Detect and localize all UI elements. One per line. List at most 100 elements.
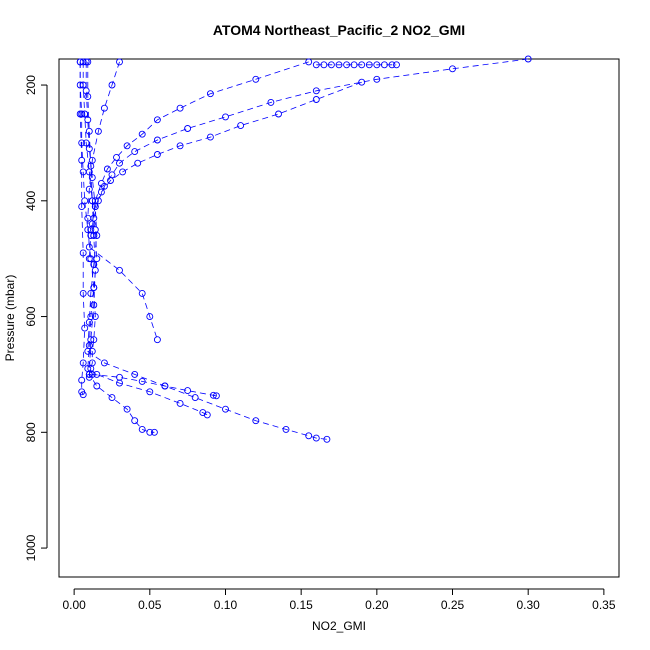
data-point <box>87 289 95 297</box>
data-point <box>176 399 184 407</box>
data-point <box>84 116 92 124</box>
data-point <box>176 104 184 112</box>
data-point <box>131 417 139 425</box>
data-point <box>388 61 396 69</box>
x-tick-label: 0.25 <box>441 598 465 612</box>
data-point <box>312 434 320 442</box>
data-point <box>103 165 111 173</box>
data-point <box>131 148 139 156</box>
data-point <box>79 289 87 297</box>
data-point <box>94 197 102 205</box>
y-axis-label: Pressure (mbar) <box>3 275 17 362</box>
data-point <box>146 313 154 321</box>
data-point <box>94 127 102 135</box>
series-line <box>90 81 362 230</box>
data-point <box>138 425 146 433</box>
y-tick-label: 200 <box>24 75 38 95</box>
data-point <box>191 394 199 402</box>
data-point <box>81 324 89 332</box>
data-point <box>222 113 229 121</box>
data-point <box>350 61 358 69</box>
data-point <box>97 179 105 187</box>
data-series <box>88 58 313 228</box>
data-point <box>134 159 142 167</box>
data-point <box>282 425 290 433</box>
data-series <box>84 58 158 436</box>
data-point <box>85 185 93 193</box>
data-point <box>365 61 373 69</box>
data-point <box>524 55 532 63</box>
data-point <box>146 388 154 396</box>
data-point <box>85 243 93 251</box>
series-line <box>87 61 158 340</box>
data-point <box>100 359 108 367</box>
data-point <box>380 61 388 69</box>
data-series <box>87 78 366 234</box>
data-point <box>90 284 98 292</box>
data-point <box>305 58 313 66</box>
data-point <box>78 376 86 384</box>
x-tick-label: 0.15 <box>289 598 313 612</box>
y-tick-label: 800 <box>24 422 38 442</box>
data-point <box>358 61 366 69</box>
x-tick-label: 0.05 <box>138 598 162 612</box>
data-point <box>78 203 86 211</box>
data-point <box>267 98 275 106</box>
data-point <box>87 336 95 344</box>
data-series-layer <box>76 55 532 443</box>
data-series <box>84 58 161 344</box>
data-point <box>153 151 161 158</box>
series-line <box>85 61 327 440</box>
data-point <box>93 255 101 263</box>
chart-title: ATOM4 Northeast_Pacific_2 NO2_GMI <box>213 22 465 38</box>
data-point <box>327 61 335 69</box>
data-point <box>138 130 146 138</box>
data-point <box>312 96 320 103</box>
data-point <box>184 387 192 395</box>
data-point <box>212 392 220 400</box>
data-point <box>84 93 92 101</box>
data-point <box>131 370 139 378</box>
data-point <box>138 377 146 385</box>
data-point <box>91 266 99 274</box>
data-point <box>79 359 87 367</box>
data-point <box>393 61 400 69</box>
data-point <box>116 58 123 66</box>
data-point <box>203 411 211 419</box>
data-point <box>161 382 169 390</box>
data-point <box>90 336 98 344</box>
data-point <box>153 136 161 144</box>
data-point <box>449 65 456 73</box>
data-point <box>76 110 84 118</box>
data-point <box>107 177 114 184</box>
data-point <box>116 266 123 274</box>
data-point <box>184 125 192 132</box>
data-point <box>116 159 123 167</box>
data-point <box>91 203 99 211</box>
x-axis-label: NO2_GMI <box>312 619 366 633</box>
data-point <box>335 61 343 69</box>
data-point <box>123 142 131 150</box>
series-line <box>79 61 86 395</box>
data-point <box>93 382 101 390</box>
data-point <box>84 58 92 66</box>
data-point <box>320 61 328 69</box>
data-point <box>79 249 87 257</box>
data-point <box>323 435 331 443</box>
data-series <box>82 58 331 443</box>
series-line <box>79 61 217 397</box>
data-point <box>100 104 108 112</box>
data-point <box>113 153 120 161</box>
data-point <box>150 428 158 436</box>
x-tick-label: 0.00 <box>62 598 86 612</box>
data-point <box>76 58 84 66</box>
data-point <box>91 313 99 321</box>
data-point <box>88 174 96 182</box>
data-point <box>305 432 313 440</box>
data-point <box>146 428 154 436</box>
series-line <box>88 58 529 259</box>
data-point <box>252 417 260 425</box>
data-point <box>88 156 96 164</box>
